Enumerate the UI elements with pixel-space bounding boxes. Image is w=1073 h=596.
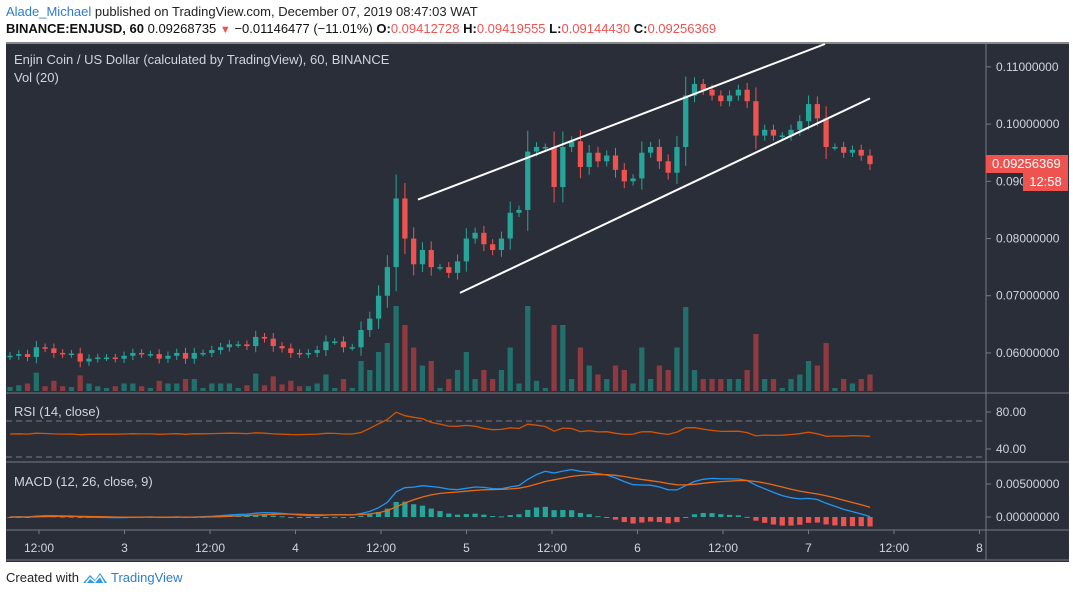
svg-text:80.00: 80.00 [996,405,1026,419]
svg-text:0.00500000: 0.00500000 [996,477,1060,491]
svg-text:3: 3 [121,541,128,555]
rsi-legend: RSI (14, close) [14,404,100,419]
volume-legend: Vol (20) [14,70,59,85]
countdown-tag: 12:58 [1023,173,1068,191]
high-value: 0.09419555 [476,21,546,36]
svg-text:12:00: 12:00 [366,541,396,555]
svg-text:0.08000000: 0.08000000 [996,232,1060,246]
svg-text:0.00000000: 0.00000000 [996,510,1060,524]
svg-text:4: 4 [292,541,299,555]
macd-legend: MACD (12, 26, close, 9) [14,474,153,489]
svg-text:0.06000000: 0.06000000 [996,346,1060,360]
current-price-tag: 0.09256369 [986,155,1068,173]
chart-area[interactable] [6,42,1069,562]
low-value: 0.09144430 [561,21,631,36]
svg-text:5: 5 [463,541,470,555]
svg-text:12:00: 12:00 [879,541,909,555]
svg-text:0.11000000: 0.11000000 [996,60,1059,74]
chart-title: Enjin Coin / US Dollar (calculated by Tr… [14,52,390,67]
svg-text:0.10000000: 0.10000000 [996,117,1060,131]
symbol-label: BINANCE:ENJUSD, 60 [6,21,144,36]
svg-text:12:00: 12:00 [195,541,225,555]
symbol-info: BINANCE:ENJUSD, 60 0.09268735 ▼ −0.01146… [6,21,716,36]
publish-info: Alade_Michael published on TradingView.c… [6,4,478,19]
low-label: L: [549,21,562,36]
footer: Created with TradingView [6,570,183,585]
last-price: 0.09268735 [147,21,217,36]
svg-text:8: 8 [976,541,983,555]
svg-text:0.07000000: 0.07000000 [996,289,1060,303]
svg-text:40.00: 40.00 [996,442,1026,456]
tradingview-link[interactable]: TradingView [110,570,183,585]
tradingview-logo-icon [82,572,107,583]
down-arrow-icon: ▼ [219,24,231,36]
svg-text:7: 7 [805,541,812,555]
svg-text:6: 6 [634,541,641,555]
svg-text:12:00: 12:00 [537,541,567,555]
price-change: −0.01146477 (−11.01%) [234,21,373,36]
open-label: O: [376,21,391,36]
author-link[interactable]: Alade_Michael [6,4,92,19]
created-with-text: Created with [6,570,79,585]
close-label: C: [633,21,648,36]
svg-text:12:00: 12:00 [708,541,738,555]
high-label: H: [463,21,477,36]
close-value: 0.09256369 [647,21,717,36]
open-value: 0.09412728 [390,21,460,36]
published-text: published on TradingView.com, December 0… [91,4,478,19]
svg-text:12:00: 12:00 [24,541,54,555]
